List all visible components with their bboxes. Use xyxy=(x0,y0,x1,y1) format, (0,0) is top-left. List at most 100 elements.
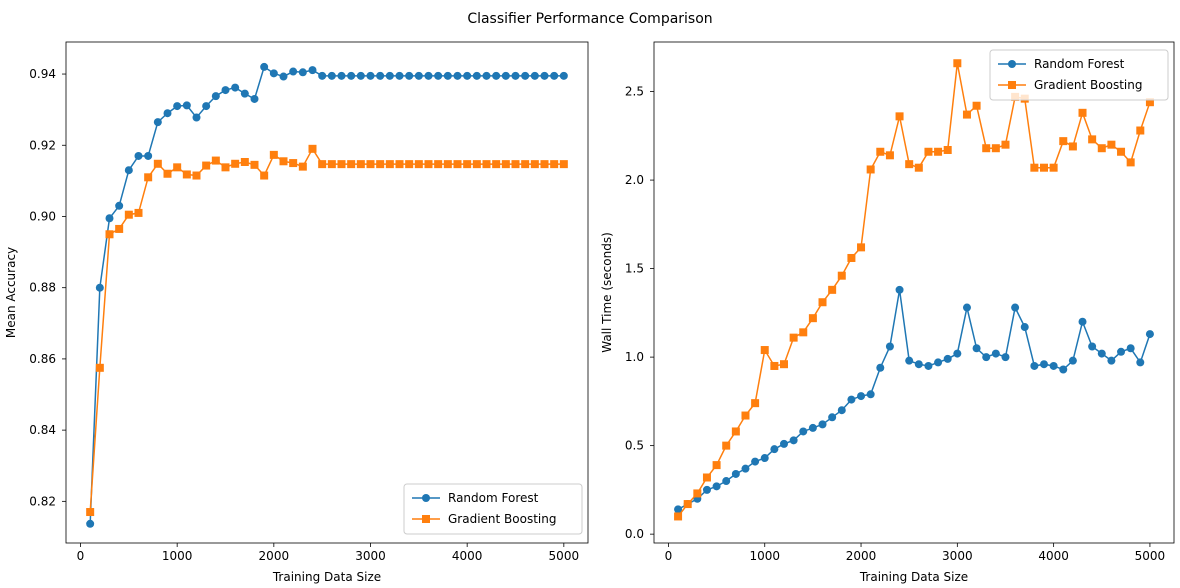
data-point-gradient-boosting xyxy=(559,160,568,169)
data-point-random-forest xyxy=(702,485,711,494)
data-point-random-forest xyxy=(492,71,501,80)
legend-label: Gradient Boosting xyxy=(448,512,556,526)
data-point-random-forest xyxy=(521,71,530,80)
data-point-gradient-boosting xyxy=(953,59,962,68)
series-line-gradient-boosting xyxy=(89,147,564,513)
x-tick-label: 0 xyxy=(665,549,673,563)
data-point-gradient-boosting xyxy=(847,253,856,262)
data-point-gradient-boosting xyxy=(182,170,191,179)
data-point-gradient-boosting xyxy=(1030,163,1039,172)
legend-marker-square xyxy=(1008,81,1016,89)
data-point-gradient-boosting xyxy=(221,163,230,172)
data-point-gradient-boosting xyxy=(376,160,385,169)
data-point-gradient-boosting xyxy=(943,145,952,154)
data-point-gradient-boosting xyxy=(991,144,1000,153)
data-point-gradient-boosting xyxy=(741,411,750,420)
data-point-random-forest xyxy=(153,118,162,127)
data-point-random-forest xyxy=(86,519,95,528)
data-point-gradient-boosting xyxy=(95,363,104,372)
data-point-gradient-boosting xyxy=(395,160,404,169)
data-point-gradient-boosting xyxy=(914,163,923,172)
data-point-random-forest xyxy=(260,62,269,71)
data-point-gradient-boosting xyxy=(828,285,837,294)
data-point-gradient-boosting xyxy=(1126,158,1135,167)
data-point-random-forest xyxy=(347,71,356,80)
data-point-random-forest xyxy=(914,360,923,369)
series-line-gradient-boosting xyxy=(677,63,1151,517)
data-point-gradient-boosting xyxy=(712,461,721,470)
data-point-random-forest xyxy=(231,83,240,92)
data-point-gradient-boosting xyxy=(260,171,269,180)
data-point-random-forest xyxy=(1078,317,1087,326)
data-point-random-forest xyxy=(857,392,866,401)
data-point-random-forest xyxy=(674,505,683,514)
data-point-random-forest xyxy=(298,68,307,77)
data-point-random-forest xyxy=(250,94,259,103)
data-point-gradient-boosting xyxy=(972,101,981,110)
data-point-random-forest xyxy=(395,71,404,80)
data-point-random-forest xyxy=(1020,323,1029,332)
data-point-gradient-boosting xyxy=(202,161,211,170)
data-point-gradient-boosting xyxy=(895,112,904,121)
data-point-random-forest xyxy=(866,390,875,399)
data-point-gradient-boosting xyxy=(347,160,356,169)
data-point-random-forest xyxy=(837,406,846,415)
data-point-gradient-boosting xyxy=(327,160,336,169)
data-point-gradient-boosting xyxy=(492,160,501,169)
data-point-random-forest xyxy=(472,71,481,80)
data-point-gradient-boosting xyxy=(1136,126,1145,135)
data-point-random-forest xyxy=(1145,330,1154,339)
data-point-random-forest xyxy=(1088,342,1097,351)
data-point-gradient-boosting xyxy=(693,489,702,498)
data-point-random-forest xyxy=(376,71,385,80)
legend-marker-square xyxy=(422,515,430,523)
data-point-random-forest xyxy=(731,469,740,478)
data-point-random-forest xyxy=(482,71,491,80)
chart-2: 0 1000 2000 3000 4000 5000 0.0 0.5 1.0 1.5 2.0 2.5 T… xyxy=(600,41,1175,584)
data-point-gradient-boosting xyxy=(405,160,414,169)
data-point-gradient-boosting xyxy=(269,150,278,159)
data-point-random-forest xyxy=(991,349,1000,358)
data-point-random-forest xyxy=(876,363,885,372)
data-point-random-forest xyxy=(240,89,249,98)
data-point-gradient-boosting xyxy=(482,160,491,169)
data-point-random-forest xyxy=(818,420,827,429)
data-point-random-forest xyxy=(1011,303,1020,312)
chart-1: 0 1000 2000 3000 4000 5000 0.82 0.84 0.86 0.88 0.9… xyxy=(4,41,589,584)
legend-marker-circle xyxy=(1008,60,1016,68)
data-point-gradient-boosting xyxy=(789,333,798,342)
data-point-random-forest xyxy=(1040,360,1048,369)
data-point-gradient-boosting xyxy=(434,160,443,169)
data-point-gradient-boosting xyxy=(192,171,201,180)
data-point-gradient-boosting xyxy=(521,160,530,169)
data-point-random-forest xyxy=(385,71,394,80)
data-point-gradient-boosting xyxy=(530,160,539,169)
figure-title: Classifier Performance Comparison xyxy=(467,11,712,27)
data-point-gradient-boosting xyxy=(866,165,875,174)
data-point-gradient-boosting xyxy=(751,399,760,408)
data-point-random-forest xyxy=(799,427,808,436)
data-point-gradient-boosting xyxy=(231,159,240,168)
y-tick-label: 0.86 xyxy=(29,352,56,366)
data-point-random-forest xyxy=(366,71,375,80)
y-tick-label: 0.88 xyxy=(29,281,56,295)
y-tick-label: 1.5 xyxy=(625,262,644,276)
data-point-random-forest xyxy=(105,214,114,223)
data-point-gradient-boosting xyxy=(1097,144,1106,153)
y-axis-label: Mean Accuracy xyxy=(4,247,18,338)
legend-marker-circle xyxy=(422,494,430,502)
data-point-gradient-boosting xyxy=(163,169,172,178)
data-point-random-forest xyxy=(211,92,220,101)
legend-label: Random Forest xyxy=(1034,57,1125,71)
x-tick-label: 0 xyxy=(77,549,85,563)
data-point-gradient-boosting xyxy=(153,159,162,168)
x-tick-label: 1000 xyxy=(162,549,193,563)
data-point-random-forest xyxy=(828,413,837,422)
legend-label: Random Forest xyxy=(448,491,539,505)
data-point-gradient-boosting xyxy=(385,160,394,169)
data-point-gradient-boosting xyxy=(366,160,375,169)
data-point-random-forest xyxy=(1059,365,1068,374)
y-tick-label: 0.5 xyxy=(625,439,644,453)
data-point-gradient-boosting xyxy=(885,151,894,160)
data-point-random-forest xyxy=(770,445,779,454)
